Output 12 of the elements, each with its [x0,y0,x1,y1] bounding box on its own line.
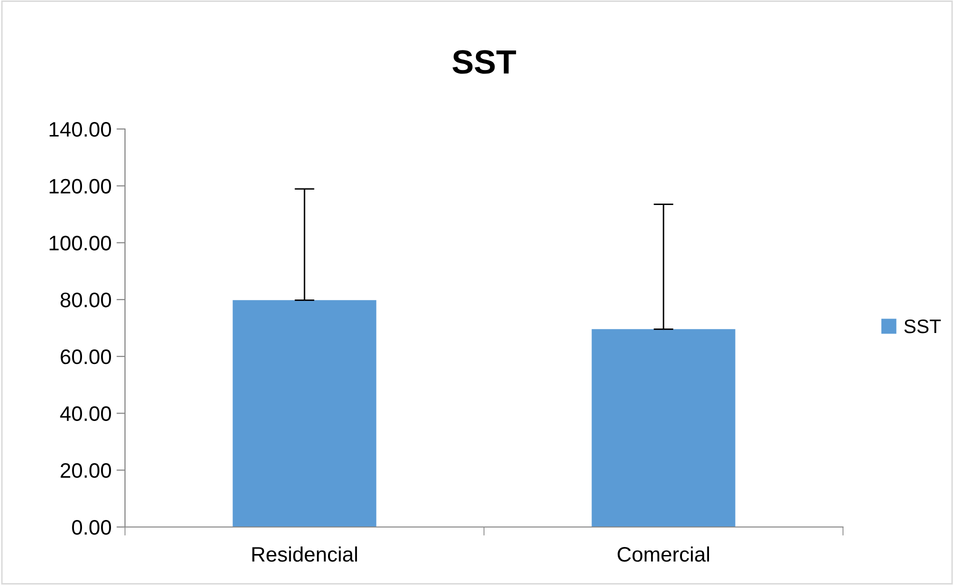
y-tick-label: 40.00 [60,406,111,422]
y-tick-label: 140.00 [50,122,111,137]
y-tick-label: 120.00 [50,178,111,194]
x-tick-label: Comercial [618,546,709,562]
x-tick-label: Residencial [252,546,357,562]
y-tick-label: 100.00 [50,236,111,250]
y-tick-label: 60.00 [60,349,111,364]
y-tick-label: 80.00 [60,292,111,308]
legend-label: SST [904,319,941,334]
chart-title: SST [452,50,516,74]
y-tick-label: 0.00 [72,520,111,535]
y-tick-label: 20.00 [60,463,111,478]
